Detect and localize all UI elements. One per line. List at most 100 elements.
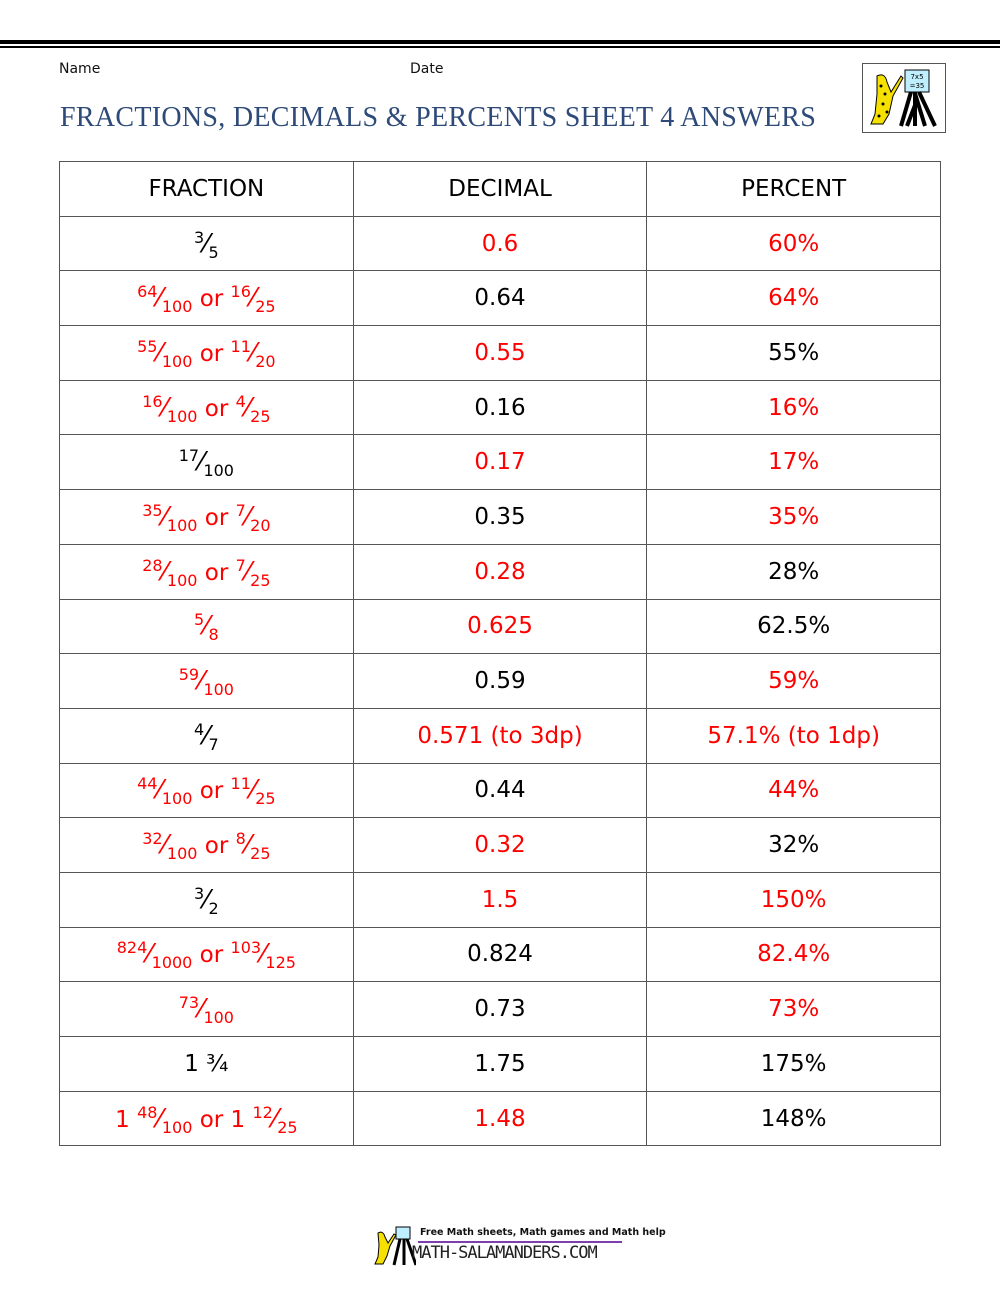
- svg-text:7x5: 7x5: [910, 73, 923, 81]
- fraction-cell: 32⁄100 or 8⁄25: [59, 817, 354, 873]
- fraction-slash: ⁄: [245, 556, 251, 587]
- percent-cell: 62.5%: [646, 598, 941, 655]
- fraction-slash: ⁄: [204, 884, 209, 915]
- decimal-cell: 1.75: [352, 1036, 648, 1092]
- denominator: 100: [203, 1008, 234, 1028]
- numerator: 8: [235, 829, 246, 849]
- decimal-cell: 0.28: [352, 543, 648, 600]
- numerator: 103: [230, 938, 262, 958]
- fraction-slash: ⁄: [272, 1103, 278, 1134]
- table-row: 35⁄100 or 7⁄20 0.35 35%: [59, 489, 941, 545]
- whole-number: 1: [115, 1106, 130, 1133]
- decimal-cell: 0.73: [352, 981, 648, 1037]
- table-row: 16⁄100 or 4⁄25 0.16 16%: [59, 379, 941, 436]
- numerator: 5: [194, 610, 205, 630]
- table-row: 824⁄1000 or 103⁄125 0.824 82.4%: [59, 926, 941, 983]
- or-word: or: [204, 559, 229, 586]
- fraction-cell: 35⁄100 or 7⁄20: [59, 489, 354, 545]
- column-header-decimal: DECIMAL: [352, 161, 648, 217]
- fraction-slash: ⁄: [199, 447, 204, 478]
- date-label: Date: [410, 61, 444, 77]
- fraction-cell: 3⁄2: [59, 871, 354, 928]
- percent-cell: 35%: [646, 489, 941, 545]
- percent-cell: 57.1% (to 1dp): [646, 707, 941, 764]
- denominator: 20: [255, 351, 276, 371]
- decimal-cell: 0.59: [352, 653, 648, 709]
- or-word: or: [199, 340, 224, 367]
- numerator: 17: [178, 446, 200, 466]
- top-rule-thin: [0, 46, 1000, 48]
- fraction-slash: ⁄: [157, 283, 162, 314]
- table-row: 17⁄100 0.17 17%: [59, 434, 941, 491]
- percent-cell: 17%: [646, 434, 941, 491]
- fraction-cell: 3⁄5: [59, 215, 354, 272]
- numerator: 4: [235, 391, 246, 411]
- fraction-slash: ⁄: [162, 501, 167, 532]
- table-row: 4⁄7 0.571 (to 3dp) 57.1% (to 1dp): [59, 707, 941, 764]
- numerator: 11: [230, 774, 251, 794]
- denominator: 100: [166, 515, 198, 535]
- percent-cell: 32%: [646, 817, 941, 873]
- numerator: 3: [194, 883, 205, 903]
- denominator: 25: [277, 1117, 298, 1137]
- or-word: or: [199, 778, 224, 805]
- table-row: 3⁄5 0.6 60%: [59, 215, 941, 272]
- or-word: or: [204, 504, 229, 531]
- percent-cell: 16%: [646, 379, 941, 436]
- denominator: 1000: [151, 953, 193, 973]
- fraction-slash: ⁄: [250, 283, 256, 314]
- table-row: 44⁄100 or 11⁄25 0.44 44%: [59, 762, 941, 819]
- numerator: 3: [194, 227, 205, 247]
- numerator: 59: [178, 665, 200, 685]
- numerator: 73: [178, 993, 200, 1013]
- percent-cell: 28%: [646, 543, 941, 600]
- numerator: 824: [116, 938, 148, 958]
- fraction-slash: ⁄: [157, 775, 162, 806]
- denominator: 25: [250, 406, 271, 426]
- percent-cell: 60%: [646, 215, 941, 272]
- decimal-cell: 0.55: [352, 325, 648, 381]
- fraction-slash: ⁄: [245, 392, 251, 423]
- or-word: or: [199, 1106, 224, 1133]
- table-row: 32⁄100 or 8⁄25 0.32 32%: [59, 817, 941, 873]
- fraction-cell: 59⁄100: [59, 653, 354, 709]
- fraction-slash: ⁄: [250, 775, 256, 806]
- denominator: 100: [161, 351, 193, 371]
- numerator: 7: [235, 555, 246, 575]
- decimal-cell: 0.35: [352, 489, 648, 545]
- fraction-slash: ⁄: [204, 611, 209, 642]
- table-row: 5⁄8 0.625 62.5%: [59, 598, 941, 655]
- fraction-slash: ⁄: [147, 939, 152, 970]
- fraction-slash: ⁄: [204, 720, 209, 751]
- fraction-slash: ⁄: [157, 1103, 162, 1134]
- decimal-cell: 0.64: [352, 270, 648, 327]
- decimal-cell: 0.17: [352, 434, 648, 491]
- fraction-cell: 73⁄100: [59, 981, 354, 1037]
- numerator: 28: [142, 555, 163, 575]
- percent-cell: 59%: [646, 653, 941, 709]
- denominator: 25: [255, 297, 276, 317]
- denominator: 25: [250, 570, 271, 590]
- footer-tagline: Free Math sheets, Math games and Math he…: [420, 1227, 666, 1238]
- numerator: 44: [137, 774, 158, 794]
- denominator: 2: [208, 898, 219, 918]
- fraction-cell: 5⁄8: [59, 598, 354, 655]
- decimal-cell: 0.824: [352, 926, 648, 983]
- fraction-cell: 1 ¾: [59, 1036, 354, 1092]
- numerator: 48: [137, 1102, 158, 1122]
- fraction-cell: 4⁄7: [59, 707, 354, 764]
- percent-cell: 44%: [646, 762, 941, 819]
- footer-bar: [418, 1241, 622, 1243]
- percent-cell: 150%: [646, 871, 941, 928]
- numerator: 32: [142, 829, 163, 849]
- numerator: 16: [230, 282, 251, 302]
- denominator: 5: [208, 242, 219, 262]
- fraction-slash: ⁄: [162, 556, 167, 587]
- fraction-slash: ⁄: [245, 830, 251, 861]
- fraction-cell: 824⁄1000 or 103⁄125: [59, 926, 354, 983]
- salamander-logo-icon: 7x5 =35: [862, 63, 946, 133]
- fraction-cell: 55⁄100 or 11⁄20: [59, 325, 354, 381]
- percent-cell: 175%: [646, 1036, 941, 1092]
- or-word: or: [199, 286, 224, 313]
- numerator: 64: [137, 282, 158, 302]
